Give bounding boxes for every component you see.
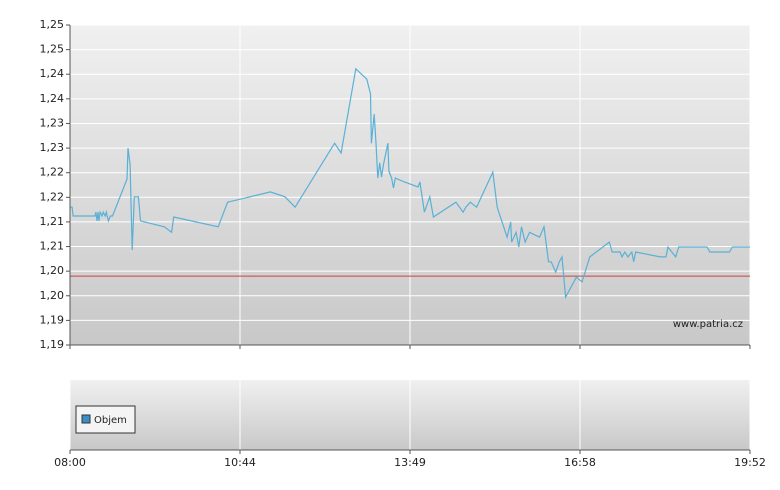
y-tick-label: 1,24 — [40, 92, 65, 105]
price-line — [70, 67, 750, 300]
y-tick-label: 1,23 — [40, 116, 65, 129]
grid — [66, 24, 751, 454]
y-tick-label: 1,22 — [40, 166, 65, 179]
x-tick-label: 08:00 — [54, 456, 86, 469]
x-tick-label: 13:49 — [394, 456, 426, 469]
y-tick-label: 1,20 — [40, 289, 65, 302]
y-tick-label: 1,21 — [40, 240, 65, 253]
watermark: www.patria.cz — [673, 319, 743, 330]
x-tick-label: 16:58 — [564, 456, 596, 469]
y-tick-label: 1,19 — [40, 313, 65, 326]
marks — [70, 67, 750, 300]
y-tick-label: 1,23 — [40, 141, 65, 154]
x-tick-label: 19:52 — [734, 456, 766, 469]
legend-label: Objem — [94, 415, 127, 426]
y-tick-label: 1,25 — [40, 43, 65, 56]
y-tick-label: 1,24 — [40, 67, 65, 80]
y-tick-label: 1,19 — [40, 338, 65, 351]
y-tick-label: 1,20 — [40, 264, 65, 277]
legend-swatch — [81, 414, 91, 424]
x-tick-label: 10:44 — [224, 456, 256, 469]
y-tick-label: 1,25 — [40, 18, 65, 31]
y-tick-label: 1,22 — [40, 190, 65, 203]
y-tick-label: 1,21 — [40, 215, 65, 228]
